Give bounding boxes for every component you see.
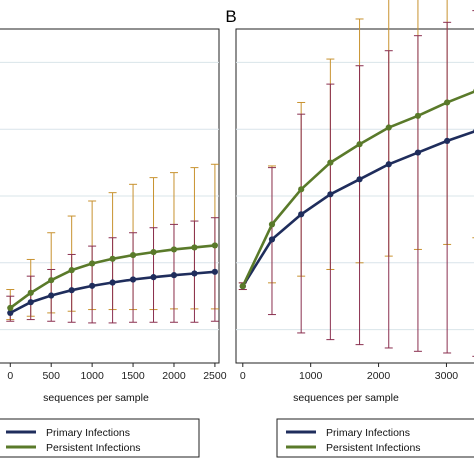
right-legend-primary-label: Primary Infections	[326, 427, 410, 439]
right-legend-box	[276, 418, 474, 458]
right-point-persistent	[356, 141, 363, 148]
right-point-primary	[298, 211, 305, 218]
left-x-tick-label: 2500	[203, 370, 227, 382]
left-point-primary	[191, 270, 198, 277]
left-x-axis-title: sequences per sample	[43, 392, 149, 404]
left-x-tick-label: 1000	[80, 370, 104, 382]
right-x-tick-label: 2000	[367, 370, 391, 382]
left-point-primary	[89, 282, 96, 289]
right-point-primary	[327, 191, 334, 198]
left-point-primary	[27, 299, 34, 306]
right-point-persistent	[414, 112, 422, 119]
left-point-primary	[109, 279, 116, 286]
right-point-persistent	[298, 186, 305, 193]
left-x-tick-label: 2000	[162, 370, 186, 382]
left-point-persistent	[150, 249, 157, 256]
left-point-primary	[7, 309, 14, 316]
right-point-primary	[385, 161, 392, 168]
left-point-persistent	[170, 246, 178, 253]
right-legend-persistent-label: Persistent Infections	[326, 442, 421, 454]
left-point-primary	[170, 272, 178, 279]
left-point-primary	[129, 276, 137, 283]
left-point-persistent	[109, 255, 116, 262]
right-point-primary	[444, 137, 451, 144]
right-point-persistent	[327, 159, 334, 166]
right-x-tick-label: 0	[240, 370, 246, 382]
left-point-primary	[68, 287, 75, 294]
panel-letter-b: B	[225, 7, 236, 26]
left-point-primary	[48, 292, 55, 299]
left-point-persistent	[129, 252, 137, 259]
right-x-tick-label: 3000	[435, 370, 459, 382]
right-x-tick-label: 1000	[299, 370, 323, 382]
right-point-primary	[414, 149, 422, 156]
right-point-persistent	[385, 124, 392, 131]
left-point-primary	[211, 268, 219, 275]
right-plot-area: 0 1000 2000 3000	[236, 0, 474, 382]
left-legend-primary-label: Primary Infections	[46, 427, 130, 439]
left-point-persistent	[89, 260, 96, 267]
left-x-tick-label: 500	[42, 370, 60, 382]
right-point-persistent	[239, 283, 246, 290]
left-point-persistent	[48, 277, 55, 284]
left-x-tick-label: 1500	[121, 370, 145, 382]
left-point-persistent	[68, 267, 75, 274]
right-point-primary	[268, 236, 276, 243]
right-point-persistent	[444, 99, 451, 106]
left-plot-area: 0 500 1000 1500 2000 2500	[0, 61, 227, 382]
left-point-persistent	[211, 242, 219, 249]
left-point-persistent	[27, 289, 34, 296]
left-point-persistent	[191, 244, 198, 251]
right-point-primary	[356, 176, 363, 183]
left-legend-box	[0, 418, 200, 458]
left-point-primary	[150, 274, 157, 281]
right-point-persistent	[268, 221, 276, 228]
left-legend: Primary Infections Persistent Infections	[0, 418, 200, 458]
right-legend: Primary Infections Persistent Infections	[276, 418, 474, 458]
left-legend-persistent-label: Persistent Infections	[46, 442, 141, 454]
left-x-tick-label: 0	[7, 370, 13, 382]
right-x-axis-title: sequences per sample	[293, 392, 399, 404]
left-point-persistent	[7, 304, 14, 311]
